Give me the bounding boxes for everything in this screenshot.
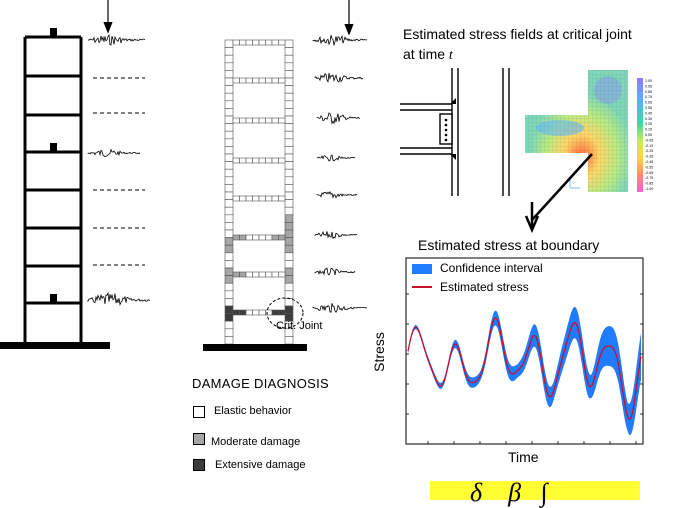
svg-text:-0.75: -0.75 — [645, 176, 653, 180]
legend-confidence-swatch — [412, 264, 432, 274]
stress-fields-title-line1: Estimated stress fields at critical join… — [403, 26, 632, 42]
moderate-label: Moderate damage — [211, 436, 301, 448]
estimated-stress-line — [407, 317, 642, 421]
svg-text:-0.25: -0.25 — [645, 149, 653, 153]
svg-text:-1.00: -1.00 — [645, 187, 653, 191]
svg-text:1.00: 1.00 — [645, 79, 652, 83]
svg-text:-0.05: -0.05 — [645, 138, 653, 142]
stress-boundary-chart — [405, 257, 644, 445]
svg-text:0.05: 0.05 — [645, 133, 652, 137]
svg-text:0.35: 0.35 — [645, 117, 652, 121]
middle-ground — [203, 344, 307, 351]
svg-text:0.75: 0.75 — [645, 95, 652, 99]
left-building-diagram — [0, 0, 151, 349]
svg-text:-0.85: -0.85 — [645, 182, 653, 186]
middle-waveforms — [312, 34, 368, 314]
left-ground — [0, 342, 110, 349]
sensor-bottom — [50, 294, 57, 303]
svg-text:-0.35: -0.35 — [645, 155, 653, 159]
pointer-arrow — [524, 153, 593, 234]
svg-text:-0.65: -0.65 — [645, 171, 653, 175]
extensive-swatch — [193, 459, 205, 471]
elastic-label: Elastic behavior — [214, 405, 292, 417]
stress-field-contour: 1.000.95 0.850.75 0.650.550.45 0.350.25 0.15… — [525, 70, 653, 192]
crit-joint-label: Crit. Joint — [276, 320, 323, 332]
sensor-mid — [50, 143, 57, 152]
svg-text:0.15: 0.15 — [645, 128, 652, 132]
left-arrow — [103, 0, 113, 34]
legend-confidence-label: Confidence interval — [440, 261, 543, 275]
formula-text: δ β ∫ — [470, 478, 548, 507]
formula-box: δ β ∫ — [430, 478, 640, 507]
chart-ticks — [406, 293, 643, 445]
middle-columns — [224, 39, 294, 345]
left-dashed-lines — [93, 77, 145, 266]
svg-text:0.55: 0.55 — [645, 106, 652, 110]
left-waveforms — [87, 34, 151, 307]
x-axis-label: Time — [508, 449, 539, 465]
colorbar — [637, 78, 643, 192]
damage-diagnosis-heading: DAMAGE DIAGNOSIS — [192, 376, 329, 391]
svg-text:0.25: 0.25 — [645, 122, 652, 126]
moderate-swatch — [193, 433, 205, 445]
svg-text:0.85: 0.85 — [645, 90, 652, 94]
stress-fields-title-line2: at time t — [403, 46, 453, 63]
joint-connection-drawing — [400, 68, 510, 196]
middle-building-diagram — [203, 0, 368, 351]
extensive-label: Extensive damage — [215, 459, 306, 471]
critical-joint-circle — [266, 297, 304, 329]
middle-arrow — [344, 0, 354, 36]
confidence-interval-band — [408, 306, 641, 436]
y-axis-label: Stress — [370, 332, 387, 372]
svg-text:-0.15: -0.15 — [645, 144, 653, 148]
svg-text:0.65: 0.65 — [645, 101, 652, 105]
svg-text:-0.45: -0.45 — [645, 160, 653, 164]
svg-text:0.45: 0.45 — [645, 111, 652, 115]
legend-estimated-label: Estimated stress — [440, 280, 529, 294]
sensor-top — [50, 28, 57, 37]
elastic-swatch — [193, 406, 205, 418]
svg-text:-0.55: -0.55 — [645, 165, 653, 169]
boundary-title: Estimated stress at boundary — [418, 237, 600, 253]
middle-beams — [232, 39, 286, 316]
svg-text:0.95: 0.95 — [645, 84, 652, 88]
